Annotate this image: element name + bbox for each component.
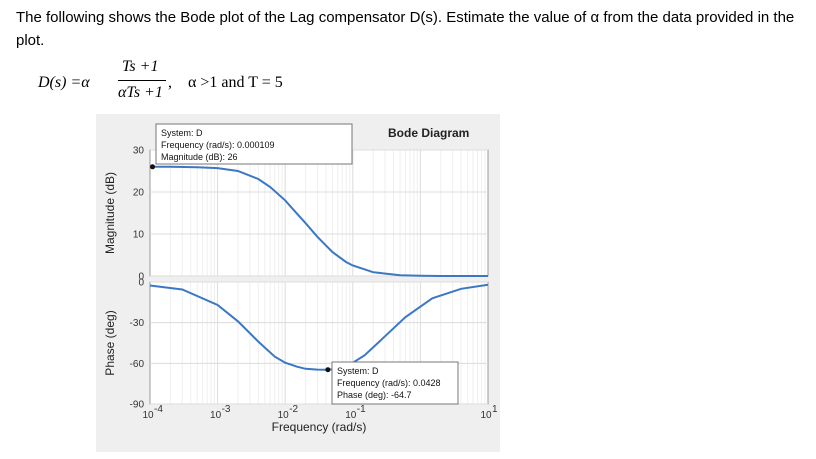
y-tick-label: 0	[138, 272, 144, 283]
y-tick-label: 10	[133, 230, 145, 241]
x-tick-label-base: 10	[210, 410, 222, 421]
fraction-bar	[118, 80, 166, 81]
x-tick-label-base: 10	[142, 410, 154, 421]
datatip-marker	[150, 164, 156, 170]
x-tick-label-exponent: -4	[154, 404, 163, 415]
transfer-function-formula: D(s) =α Ts +1 αTs +1 , α >1 and T = 5	[38, 58, 378, 118]
plot-area-0	[149, 149, 489, 277]
datatip-line: Frequency (rad/s): 0.000109	[161, 140, 275, 150]
x-tick-label-exponent: -1	[357, 404, 366, 415]
datatip-marker	[325, 367, 331, 373]
question-text: The following shows the Bode plot of the…	[16, 9, 795, 49]
datatip-line: Phase (deg): -64.7	[337, 390, 412, 400]
series-line	[150, 165, 488, 277]
bode-plot-figure: 30 20 10 0 Magnitude (dB) System: D Frequency …	[96, 114, 500, 452]
y-tick-label: -60	[130, 359, 145, 370]
y-axis-label: Magnitude (dB)	[103, 172, 117, 254]
y-tick-label: 0	[138, 278, 144, 289]
datatip-line: System: D	[161, 128, 203, 138]
y-tick-label: 30	[133, 146, 145, 157]
y-tick-label: -30	[130, 318, 145, 329]
formula-condition: α >1 and T = 5	[188, 74, 283, 91]
chart-title: Bode Diagram	[388, 126, 469, 140]
formula-numerator: Ts +1	[122, 58, 159, 75]
formula-lhs: D(s) =α	[38, 74, 90, 91]
datatip-line: Magnitude (dB): 26	[161, 152, 238, 162]
x-tick-label-base: 10	[480, 410, 492, 421]
y-tick-label: -90	[130, 400, 145, 411]
y-axis-label: Phase (deg)	[103, 310, 117, 375]
x-tick-label-exponent: 1	[492, 404, 498, 415]
y-tick-label: 20	[133, 188, 145, 199]
x-tick-label-base: 10	[278, 410, 290, 421]
series-line	[149, 283, 489, 371]
datatip-box	[331, 361, 459, 405]
x-tick-label-exponent: -3	[222, 404, 231, 415]
datatip-box	[155, 123, 353, 165]
x-tick-label-exponent: -2	[289, 404, 298, 415]
formula-comma: ,	[168, 74, 172, 91]
x-axis-label: Frequency (rad/s)	[272, 420, 367, 434]
formula-denominator: αTs +1	[118, 84, 163, 101]
datatip-line: Frequency (rad/s): 0.0428	[337, 378, 441, 388]
x-tick-label-base: 10	[345, 410, 357, 421]
datatip-line: System: D	[337, 366, 379, 376]
